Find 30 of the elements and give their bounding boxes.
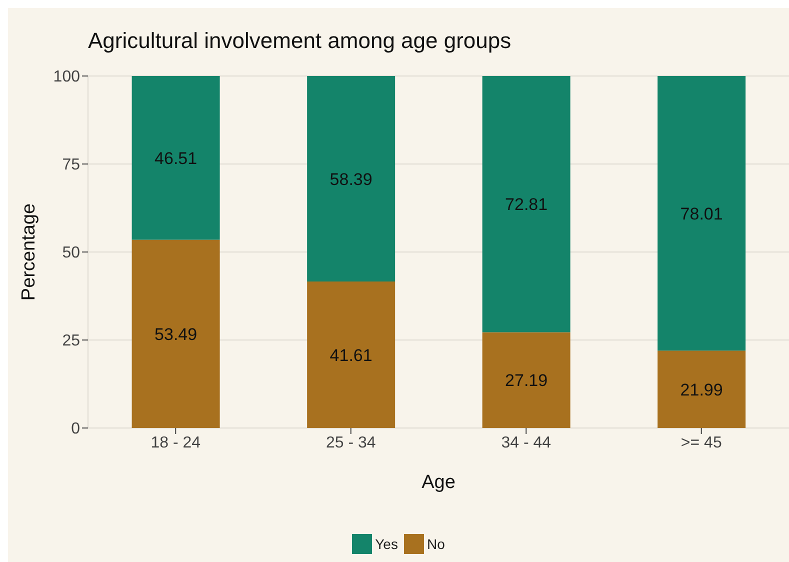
data-label: 58.39 [330,170,372,189]
bar [658,76,746,351]
bar [658,350,746,428]
bar [307,282,396,428]
y-tick-label: 100 [53,68,80,86]
x-tick-label: 18 - 24 [150,434,201,452]
y-tick-label: 0 [71,420,80,438]
legend-label: No [426,536,445,552]
data-label: 78.01 [680,204,723,224]
legend-label: Yes [375,536,398,552]
bar [482,76,570,332]
y-tick-label: 50 [62,244,80,262]
x-axis-title: Age [422,472,456,493]
data-label: 27.19 [505,371,548,390]
data-label: 41.61 [330,346,372,365]
data-label: 21.99 [680,380,723,400]
y-axis-title: Percentage [18,203,40,301]
x-tick-label: 34 - 44 [501,434,552,452]
y-tick-label: 25 [62,332,80,350]
bar [482,332,570,428]
data-label: 46.51 [154,148,198,168]
data-label: 72.81 [505,195,548,214]
bar [132,240,220,428]
bar [132,76,220,240]
y-tick-label: 75 [62,156,80,174]
chart-title: Agricultural involvement among age groups [88,28,512,54]
bar [307,76,396,282]
x-tick-label: >= 45 [680,434,722,452]
data-label: 53.49 [154,324,198,344]
x-tick-label: 25 - 34 [326,434,376,452]
